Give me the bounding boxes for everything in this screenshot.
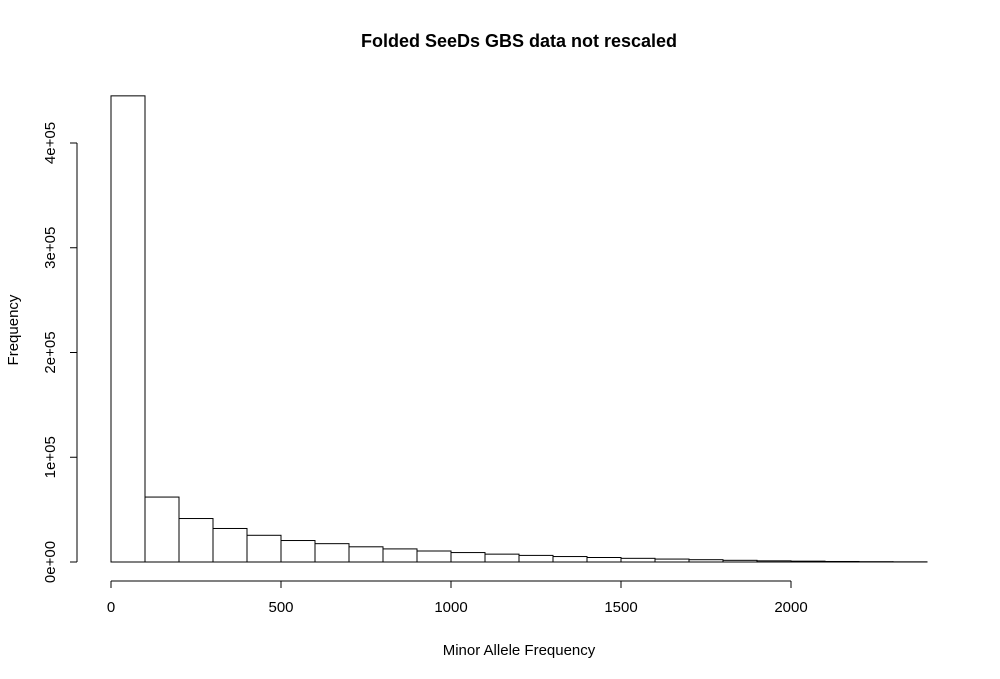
histogram-bar: [790, 560, 826, 563]
x-axis-label: Minor Allele Frequency: [443, 642, 596, 659]
histogram-bar: [586, 557, 622, 563]
histogram-bar: [552, 556, 588, 563]
chart-title: Folded SeeDs GBS data not rescaled: [361, 31, 677, 51]
y-axis-label: Frequency: [5, 294, 22, 365]
bars-group: [110, 95, 928, 563]
histogram-bar: [314, 543, 350, 563]
histogram-bar: [450, 552, 486, 563]
x-tick-label: 500: [268, 599, 293, 616]
histogram-bar: [110, 95, 146, 563]
histogram-bar: [416, 550, 452, 563]
histogram-bar: [824, 560, 860, 563]
histogram-bar: [756, 560, 792, 563]
histogram-bar: [654, 558, 690, 563]
y-axis: 0e+00 1e+05 2e+05 3e+05 4e+05: [42, 122, 78, 583]
y-tick-label: 1e+05: [42, 436, 59, 478]
x-tick-label: 0: [107, 599, 115, 616]
y-tick-label: 0e+00: [42, 541, 59, 583]
histogram-bar: [280, 540, 316, 563]
histogram-bar: [212, 527, 248, 563]
y-tick-label: 4e+05: [42, 122, 59, 164]
y-tick-label: 3e+05: [42, 227, 59, 269]
histogram-bar: [484, 553, 520, 563]
histogram-bar: [246, 534, 282, 563]
x-tick-label: 1000: [434, 599, 467, 616]
histogram-bar: [348, 546, 384, 563]
x-axis: 0 500 1000 1500 2000: [107, 580, 808, 616]
histogram-bar: [178, 518, 214, 563]
y-tick-label: 2e+05: [42, 331, 59, 373]
x-tick-label: 2000: [774, 599, 807, 616]
histogram-bar: [688, 559, 724, 563]
histogram-bar: [518, 554, 554, 563]
histogram-bar: [620, 557, 656, 563]
histogram-bar: [382, 548, 418, 563]
x-tick-label: 1500: [604, 599, 637, 616]
histogram-bar: [144, 496, 180, 563]
histogram-bar: [722, 559, 758, 563]
